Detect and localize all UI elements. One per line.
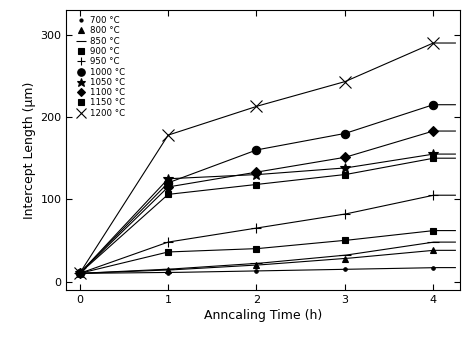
700 °C bbox=[254, 269, 259, 273]
700 °C bbox=[342, 267, 348, 271]
Line: 900 °C: 900 °C bbox=[164, 227, 437, 255]
Line: 850 °C: 850 °C bbox=[163, 237, 439, 275]
800 °C bbox=[430, 248, 436, 252]
700 °C bbox=[165, 271, 171, 275]
700 °C bbox=[430, 266, 436, 270]
800 °C bbox=[254, 263, 259, 267]
1050 °C bbox=[430, 152, 436, 156]
900 °C bbox=[165, 250, 171, 254]
950 °C bbox=[342, 212, 348, 216]
1100 °C bbox=[342, 155, 348, 159]
1200 °C bbox=[430, 41, 436, 45]
850 °C bbox=[430, 240, 436, 244]
900 °C bbox=[254, 247, 259, 251]
1150 °C bbox=[342, 173, 348, 177]
Line: 1100 °C: 1100 °C bbox=[164, 128, 437, 190]
900 °C bbox=[342, 239, 348, 243]
1050 °C bbox=[165, 177, 171, 181]
1050 °C bbox=[342, 166, 348, 170]
850 °C bbox=[254, 262, 259, 266]
Line: 1200 °C: 1200 °C bbox=[163, 37, 439, 141]
Legend: 700 °C, 800 °C, 850 °C, 900 °C, 950 °C, 1000 °C, 1050 °C, 1100 °C, 1150 °C, 1200: 700 °C, 800 °C, 850 °C, 900 °C, 950 °C, … bbox=[74, 14, 127, 120]
900 °C bbox=[430, 228, 436, 233]
X-axis label: Anncaling Time (h): Anncaling Time (h) bbox=[204, 309, 322, 322]
800 °C bbox=[165, 268, 171, 272]
Line: 800 °C: 800 °C bbox=[164, 247, 437, 274]
Line: 700 °C: 700 °C bbox=[164, 264, 437, 276]
800 °C bbox=[342, 256, 348, 261]
1100 °C bbox=[254, 170, 259, 174]
1000 °C bbox=[254, 148, 259, 152]
1200 °C bbox=[165, 133, 171, 137]
850 °C bbox=[165, 267, 171, 271]
Line: 1050 °C: 1050 °C bbox=[163, 149, 438, 184]
1000 °C bbox=[430, 103, 436, 107]
Line: 1000 °C: 1000 °C bbox=[164, 100, 438, 187]
1150 °C bbox=[430, 156, 436, 160]
1000 °C bbox=[342, 131, 348, 135]
1200 °C bbox=[254, 104, 259, 109]
1100 °C bbox=[430, 129, 436, 133]
Line: 950 °C: 950 °C bbox=[163, 190, 438, 247]
950 °C bbox=[165, 240, 171, 244]
1150 °C bbox=[254, 183, 259, 187]
950 °C bbox=[254, 226, 259, 230]
950 °C bbox=[430, 193, 436, 197]
850 °C bbox=[342, 253, 348, 257]
1050 °C bbox=[254, 173, 259, 177]
Line: 1150 °C: 1150 °C bbox=[164, 155, 437, 198]
1150 °C bbox=[165, 192, 171, 196]
1200 °C bbox=[342, 80, 348, 84]
1000 °C bbox=[165, 181, 171, 185]
1100 °C bbox=[165, 185, 171, 189]
Y-axis label: Intercept Length (μm): Intercept Length (μm) bbox=[23, 81, 36, 219]
